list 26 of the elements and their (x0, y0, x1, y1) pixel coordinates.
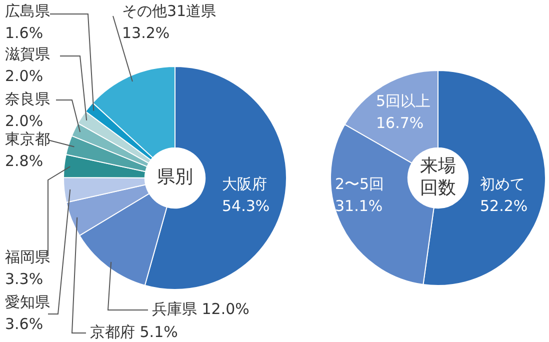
slice-label: 京都府 5.1% (90, 322, 178, 341)
slice-label: 東京都 (5, 130, 50, 148)
slice-label: 愛知県 (5, 292, 50, 311)
slice-label: 滋賀県 (5, 44, 50, 63)
slice-label: 広島県 (5, 2, 50, 20)
text: 来場回数 (420, 156, 456, 199)
slice-label: 兵庫県 12.0% (152, 300, 250, 318)
data-label: 2.0% (5, 112, 44, 130)
slice-label: 奈良県 (5, 90, 50, 108)
slice-label: 福岡県 (5, 248, 50, 266)
data-label: 16.7% (376, 114, 424, 132)
data-label: 13.2% (122, 24, 170, 42)
data-label: 3.3% (5, 270, 44, 288)
text: 県別 (157, 166, 193, 188)
data-label: 2.8% (5, 152, 44, 170)
data-label: 54.3% (222, 196, 270, 215)
data-label: 31.1% (335, 196, 383, 215)
slice-label: 初めて (480, 174, 525, 193)
data-label: 2.0% (5, 66, 44, 85)
data-label: 52.2% (480, 196, 528, 215)
data-label: 1.6% (5, 24, 44, 42)
data-label: 3.6% (5, 314, 44, 333)
slice-label: 2〜5回 (335, 174, 384, 193)
slice-label: その他31道県 (122, 2, 216, 20)
slice-label: 5回以上 (376, 92, 431, 110)
slice-label: 大阪府 (222, 174, 267, 193)
